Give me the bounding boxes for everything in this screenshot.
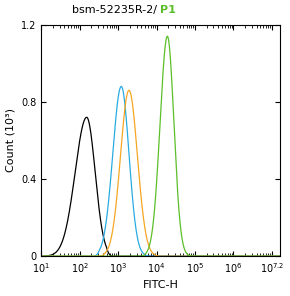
Y-axis label: Count (10³): Count (10³) — [6, 108, 16, 173]
X-axis label: FITC-H: FITC-H — [142, 280, 178, 290]
Text: P1: P1 — [160, 5, 176, 15]
Text: bsm-52235R-2/: bsm-52235R-2/ — [72, 5, 160, 15]
